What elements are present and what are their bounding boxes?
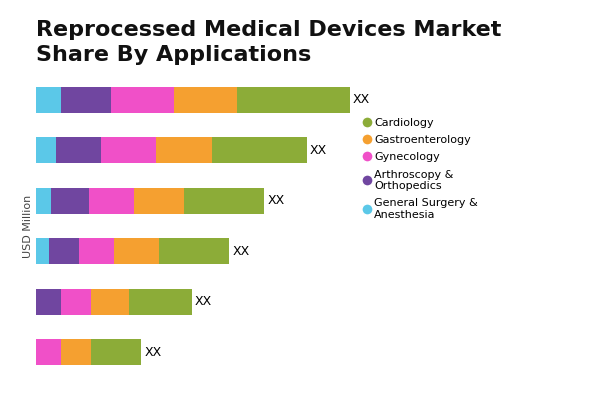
Text: XX: XX (268, 194, 284, 207)
Bar (129, 289, 191, 315)
Bar (237, 87, 350, 113)
Bar (101, 137, 157, 163)
Bar (91, 289, 129, 315)
Bar (61, 339, 91, 365)
Bar (56, 137, 101, 163)
Bar (61, 289, 91, 315)
Bar (36, 137, 56, 163)
Bar (89, 188, 134, 214)
Bar (91, 339, 142, 365)
Bar (36, 238, 49, 264)
Bar (114, 238, 159, 264)
Bar (157, 137, 212, 163)
Bar (212, 137, 307, 163)
Bar (111, 87, 174, 113)
Bar (36, 188, 51, 214)
Text: XX: XX (310, 144, 327, 157)
Text: Reprocessed Medical Devices Market
Share By Applications: Reprocessed Medical Devices Market Share… (36, 20, 502, 65)
Bar (174, 87, 237, 113)
Bar (159, 238, 229, 264)
Text: XX: XX (353, 93, 370, 106)
Bar (36, 289, 61, 315)
Bar (184, 188, 265, 214)
Legend: Cardiology, Gastroenterology, Gynecology, Arthroscopy &
Orthopedics, General Sur: Cardiology, Gastroenterology, Gynecology… (362, 114, 481, 223)
Text: XX: XX (145, 346, 161, 359)
Bar (79, 238, 114, 264)
Bar (134, 188, 184, 214)
Bar (36, 87, 61, 113)
Bar (49, 238, 79, 264)
Bar (61, 87, 111, 113)
Bar (36, 339, 61, 365)
Text: XX: XX (232, 245, 250, 258)
Text: XX: XX (194, 295, 212, 308)
Y-axis label: USD Million: USD Million (23, 194, 33, 258)
Bar (51, 188, 89, 214)
